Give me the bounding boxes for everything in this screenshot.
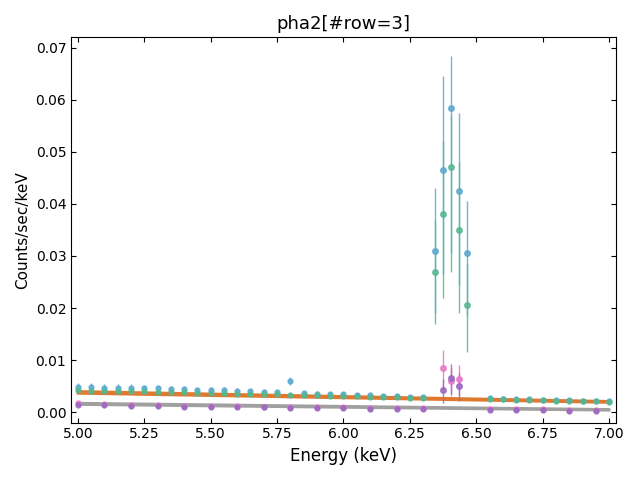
Y-axis label: Counts/sec/keV: Counts/sec/keV — [15, 171, 30, 289]
Title: pha2[#row=3]: pha2[#row=3] — [276, 15, 410, 33]
X-axis label: Energy (keV): Energy (keV) — [290, 447, 397, 465]
